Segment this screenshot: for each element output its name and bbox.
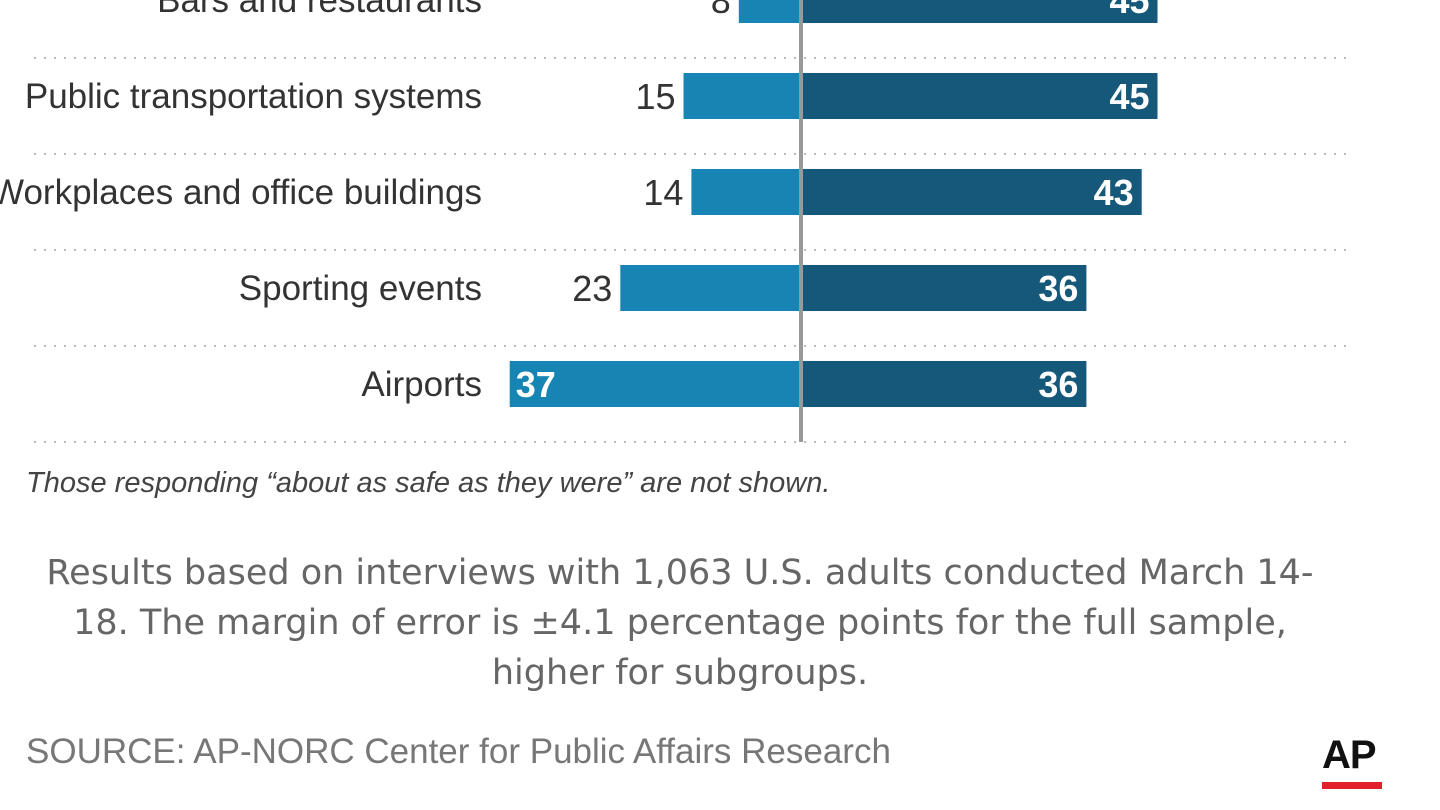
labels: Bars and restaurants 8 45 Public transporta… xyxy=(0,0,1150,405)
value-label-left: 14 xyxy=(643,172,683,213)
value-label-right: 45 xyxy=(1109,76,1149,117)
bar-right xyxy=(802,73,1158,119)
bar-right xyxy=(802,169,1142,215)
bar-left xyxy=(683,73,802,119)
bar-right xyxy=(802,265,1087,311)
ap-logo: AP xyxy=(1322,734,1386,789)
methodology-note: Results based on interviews with 1,063 U… xyxy=(46,553,1314,693)
bar-left xyxy=(691,169,802,215)
bar-left xyxy=(509,361,802,407)
footnote: Those responding “about as safe as they … xyxy=(26,467,831,499)
value-label-right: 36 xyxy=(1038,364,1078,405)
category-label: Airports xyxy=(361,365,482,404)
value-label-right: 45 xyxy=(1109,0,1149,21)
bar-left xyxy=(738,0,802,23)
bar-right xyxy=(802,361,1087,407)
value-label-right: 43 xyxy=(1094,172,1134,213)
bar-right xyxy=(802,0,1158,23)
diverging-bar-chart: Bars and restaurants 8 45 Public transporta… xyxy=(0,0,1346,443)
category-label: Sporting events xyxy=(239,269,482,308)
bars xyxy=(509,0,1158,407)
bar-left xyxy=(620,265,802,311)
category-label: Bars and restaurants xyxy=(157,0,482,20)
value-label-left: 15 xyxy=(635,76,675,117)
value-label-left: 37 xyxy=(516,364,556,405)
ap-logo-text: AP xyxy=(1322,733,1377,777)
category-label: Public transportation systems xyxy=(25,77,482,116)
value-label-left: 23 xyxy=(572,268,612,309)
ap-logo-underline xyxy=(1322,782,1382,789)
source-credit: SOURCE: AP-NORC Center for Public Affair… xyxy=(26,732,891,771)
value-label-right: 36 xyxy=(1038,268,1078,309)
value-label-left: 8 xyxy=(711,0,731,21)
category-label: Workplaces and office buildings xyxy=(0,173,482,212)
